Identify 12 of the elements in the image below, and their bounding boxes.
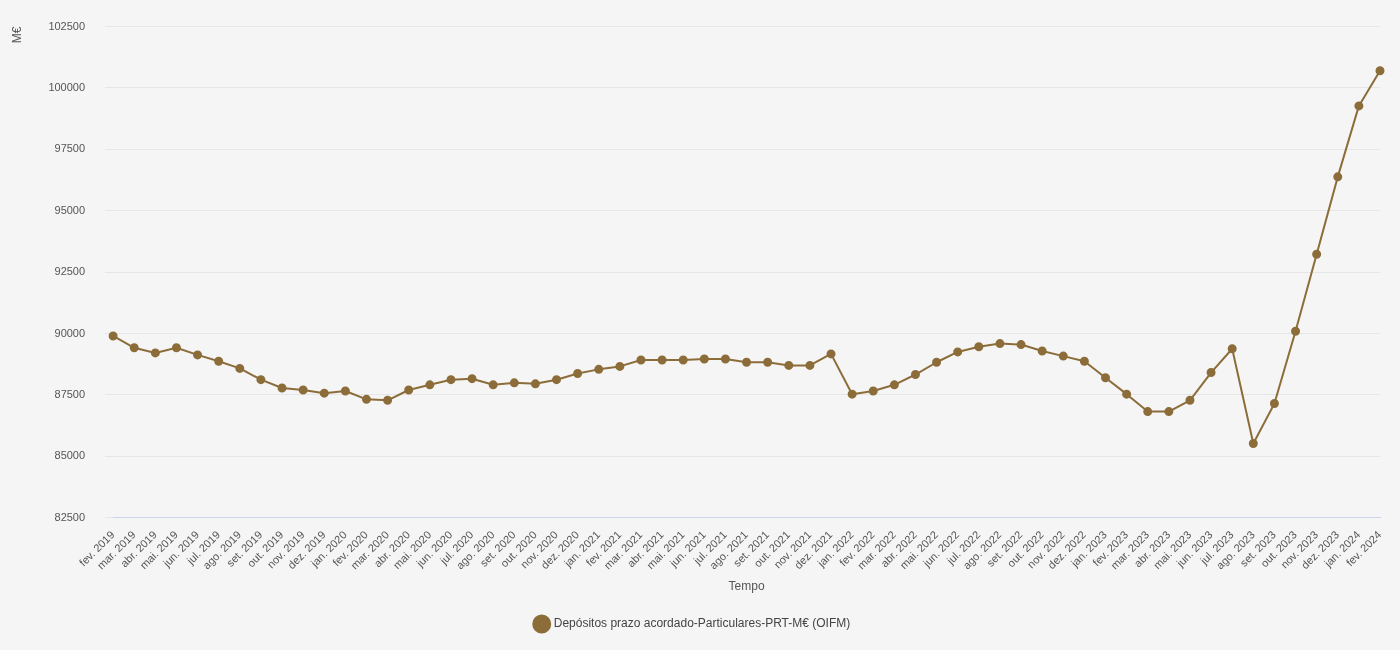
- y-tick-label: 102500: [48, 19, 86, 32]
- x-axis-title: Tempo: [728, 579, 765, 594]
- y-tick-label: 95000: [54, 203, 86, 216]
- y-tick-label: 92500: [54, 265, 86, 278]
- y-tick-label: 87500: [54, 387, 86, 400]
- legend-label: Depósitos prazo acordado-Particulares-PRT-M€ (OIFM): [553, 616, 851, 631]
- y-tick-label: 100000: [48, 81, 86, 94]
- y-tick-label: 90000: [54, 326, 86, 339]
- y-tick-label: 82500: [54, 510, 86, 523]
- y-tick-label: 85000: [54, 449, 86, 462]
- y-axis-title: M€: [9, 26, 24, 44]
- y-tick-label: 97500: [54, 142, 86, 155]
